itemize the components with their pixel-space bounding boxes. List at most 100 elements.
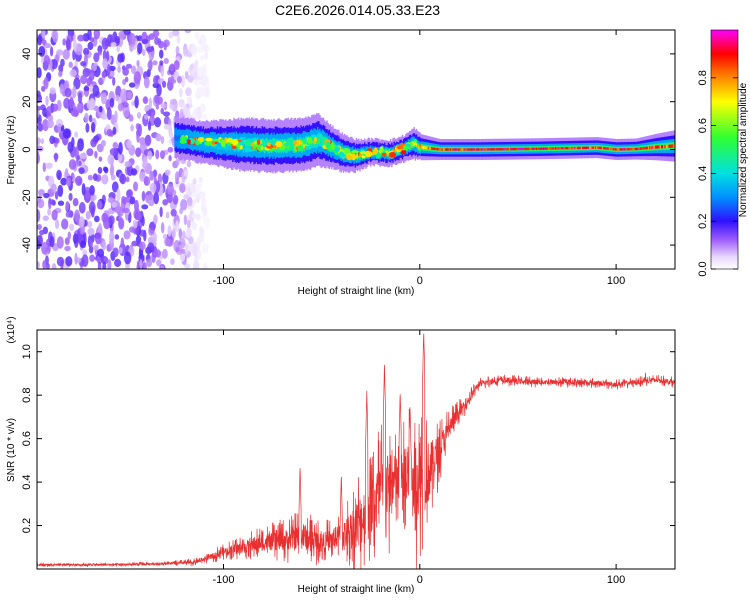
spectrogram-noise-blob: [139, 241, 146, 251]
spectrogram-track-blob: [307, 137, 313, 145]
spectrogram-track-cell: [356, 154, 359, 158]
spectrogram-noise-blob: [183, 169, 188, 177]
spectrogram-noise-blob: [88, 114, 93, 123]
spectrogram-track-cell: [552, 147, 554, 150]
spectrogram-noise-blob: [93, 244, 99, 251]
spectrogram-track-blob: [360, 151, 367, 155]
spectrogram-noise-blob: [134, 95, 139, 109]
spectrogram-track-cell: [519, 147, 521, 151]
spectrogram-noise-blob: [128, 114, 134, 122]
spectrogram-track-cell: [604, 147, 606, 150]
spectrogram-noise-blob: [142, 49, 146, 57]
spectrogram-noise-blob: [122, 104, 130, 118]
spectrogram-noise-blob: [118, 216, 123, 227]
spectrogram-track-cell: [475, 148, 478, 151]
spectrogram-track-cell: [520, 147, 523, 151]
spectrogram-noise-blob: [40, 138, 45, 145]
spectrogram-track-cell: [570, 146, 572, 150]
spectrogram-noise-blob: [152, 60, 158, 66]
spectrogram-track-cell: [462, 148, 465, 151]
spectrogram-noise-blob: [67, 141, 74, 153]
spectrogram-track-cell: [653, 145, 656, 149]
spectrogram-noise-blob: [37, 189, 45, 196]
spectrogram-noise-blob: [62, 38, 67, 46]
spectrogram-track-cell: [546, 147, 549, 150]
spectrogram-noise-blob: [141, 190, 146, 202]
spectrogram-noise-blob: [57, 122, 62, 134]
spectrogram-noise-blob: [45, 262, 50, 269]
spectrogram-noise-blob: [160, 103, 168, 109]
spectrogram-noise-blob: [198, 176, 203, 183]
spectrogram-noise-blob: [168, 131, 174, 139]
spectrogram-noise-blob: [60, 58, 65, 67]
spectrogram-track-blob: [313, 136, 317, 143]
spectrogram-noise-blob: [49, 235, 55, 248]
spectrogram-noise-blob: [89, 185, 95, 196]
spectrogram-noise-blob: [124, 161, 132, 168]
spectrogram-noise-blob: [81, 183, 86, 196]
spectrogram-noise-blob: [41, 30, 46, 39]
spectrogram-track-cell: [446, 148, 448, 151]
spectrogram-track-cell: [217, 140, 220, 147]
spectrogram-track-cell: [524, 147, 526, 151]
spectrogram-track-cell: [649, 146, 651, 150]
spectrogram-noise-blob: [111, 181, 119, 193]
spectrogram-noise-blob: [42, 162, 47, 173]
spectrogram-track-cell: [488, 148, 491, 151]
spectrogram-track-cell: [518, 147, 520, 151]
spectrogram-track-cell: [565, 147, 567, 150]
spectrogram-track-cell: [574, 146, 577, 150]
spectrogram-track-cell: [505, 147, 507, 151]
spectrogram-track-cell: [358, 152, 360, 156]
spectrogram-track-cell: [426, 146, 428, 150]
spectrogram-noise-blob: [202, 262, 208, 269]
spectrogram-track-cell: [466, 148, 468, 151]
spectrogram-track-cell: [643, 146, 645, 150]
spectrogram-noise-blob: [159, 206, 163, 218]
snr-y-tick-label: 0.6: [21, 431, 33, 446]
spectrogram-track-cell: [624, 148, 626, 151]
spectrogram-noise-blob: [78, 160, 82, 167]
spectrogram-noise-blob: [153, 214, 158, 225]
spectrogram-track-cell: [564, 147, 566, 150]
spectrogram-noise-blob: [170, 78, 177, 84]
spectrogram-track-cell: [513, 147, 516, 151]
spectrogram-track-cell: [480, 148, 483, 151]
spectrogram-noise-blob: [137, 123, 142, 137]
spectrogram-noise-blob: [51, 209, 58, 221]
spectrogram-noise-blob: [122, 101, 129, 108]
spectrogram-track-cell: [471, 148, 473, 151]
spectrogram-track-cell: [187, 136, 189, 142]
spectrogram-track-cell: [494, 148, 497, 151]
spectrogram-noise-blob: [148, 33, 155, 40]
snr-x-tick-label: 0: [417, 574, 423, 586]
spectrogram-noise-blob: [80, 240, 87, 249]
spectrogram-track-cell: [637, 147, 639, 151]
spectrogram-track-cell: [589, 146, 591, 149]
spectrogram-track-cell: [666, 144, 669, 149]
spectrogram-x-axis-label: Height of straight line (km): [298, 286, 415, 297]
spectrogram-track-blob: [388, 151, 397, 158]
spectrogram-noise-blob: [51, 183, 57, 193]
spectrogram-noise-blob: [101, 212, 109, 223]
spectrogram-noise-blob: [76, 102, 82, 111]
spectrogram-noise-blob: [142, 262, 147, 269]
spectrogram-noise-blob: [146, 46, 154, 53]
spectrogram-noise-blob: [125, 176, 130, 183]
spectrogram-noise-blob: [68, 159, 77, 170]
spectrogram-track-cell: [568, 146, 571, 150]
spectrogram-noise-blob: [159, 60, 164, 66]
colorbar-tick-label: 0.0: [697, 261, 709, 276]
spectrogram-noise-blob: [89, 239, 93, 248]
spectrogram-track-blob: [342, 148, 351, 154]
spectrogram-noise-blob: [37, 35, 43, 46]
spectrogram-track-cell: [452, 148, 454, 151]
colorbar-tick-label: 0.4: [697, 166, 709, 181]
spectrogram-noise-blob: [186, 97, 192, 104]
spectrogram-noise-blob: [148, 199, 153, 206]
spectrogram-track-cell: [612, 147, 614, 151]
spectrogram-track-cell: [576, 146, 578, 150]
spectrogram-noise-blob: [180, 199, 188, 211]
spectrogram-noise-blob: [74, 146, 79, 160]
spectrogram-noise-blob: [37, 110, 40, 118]
